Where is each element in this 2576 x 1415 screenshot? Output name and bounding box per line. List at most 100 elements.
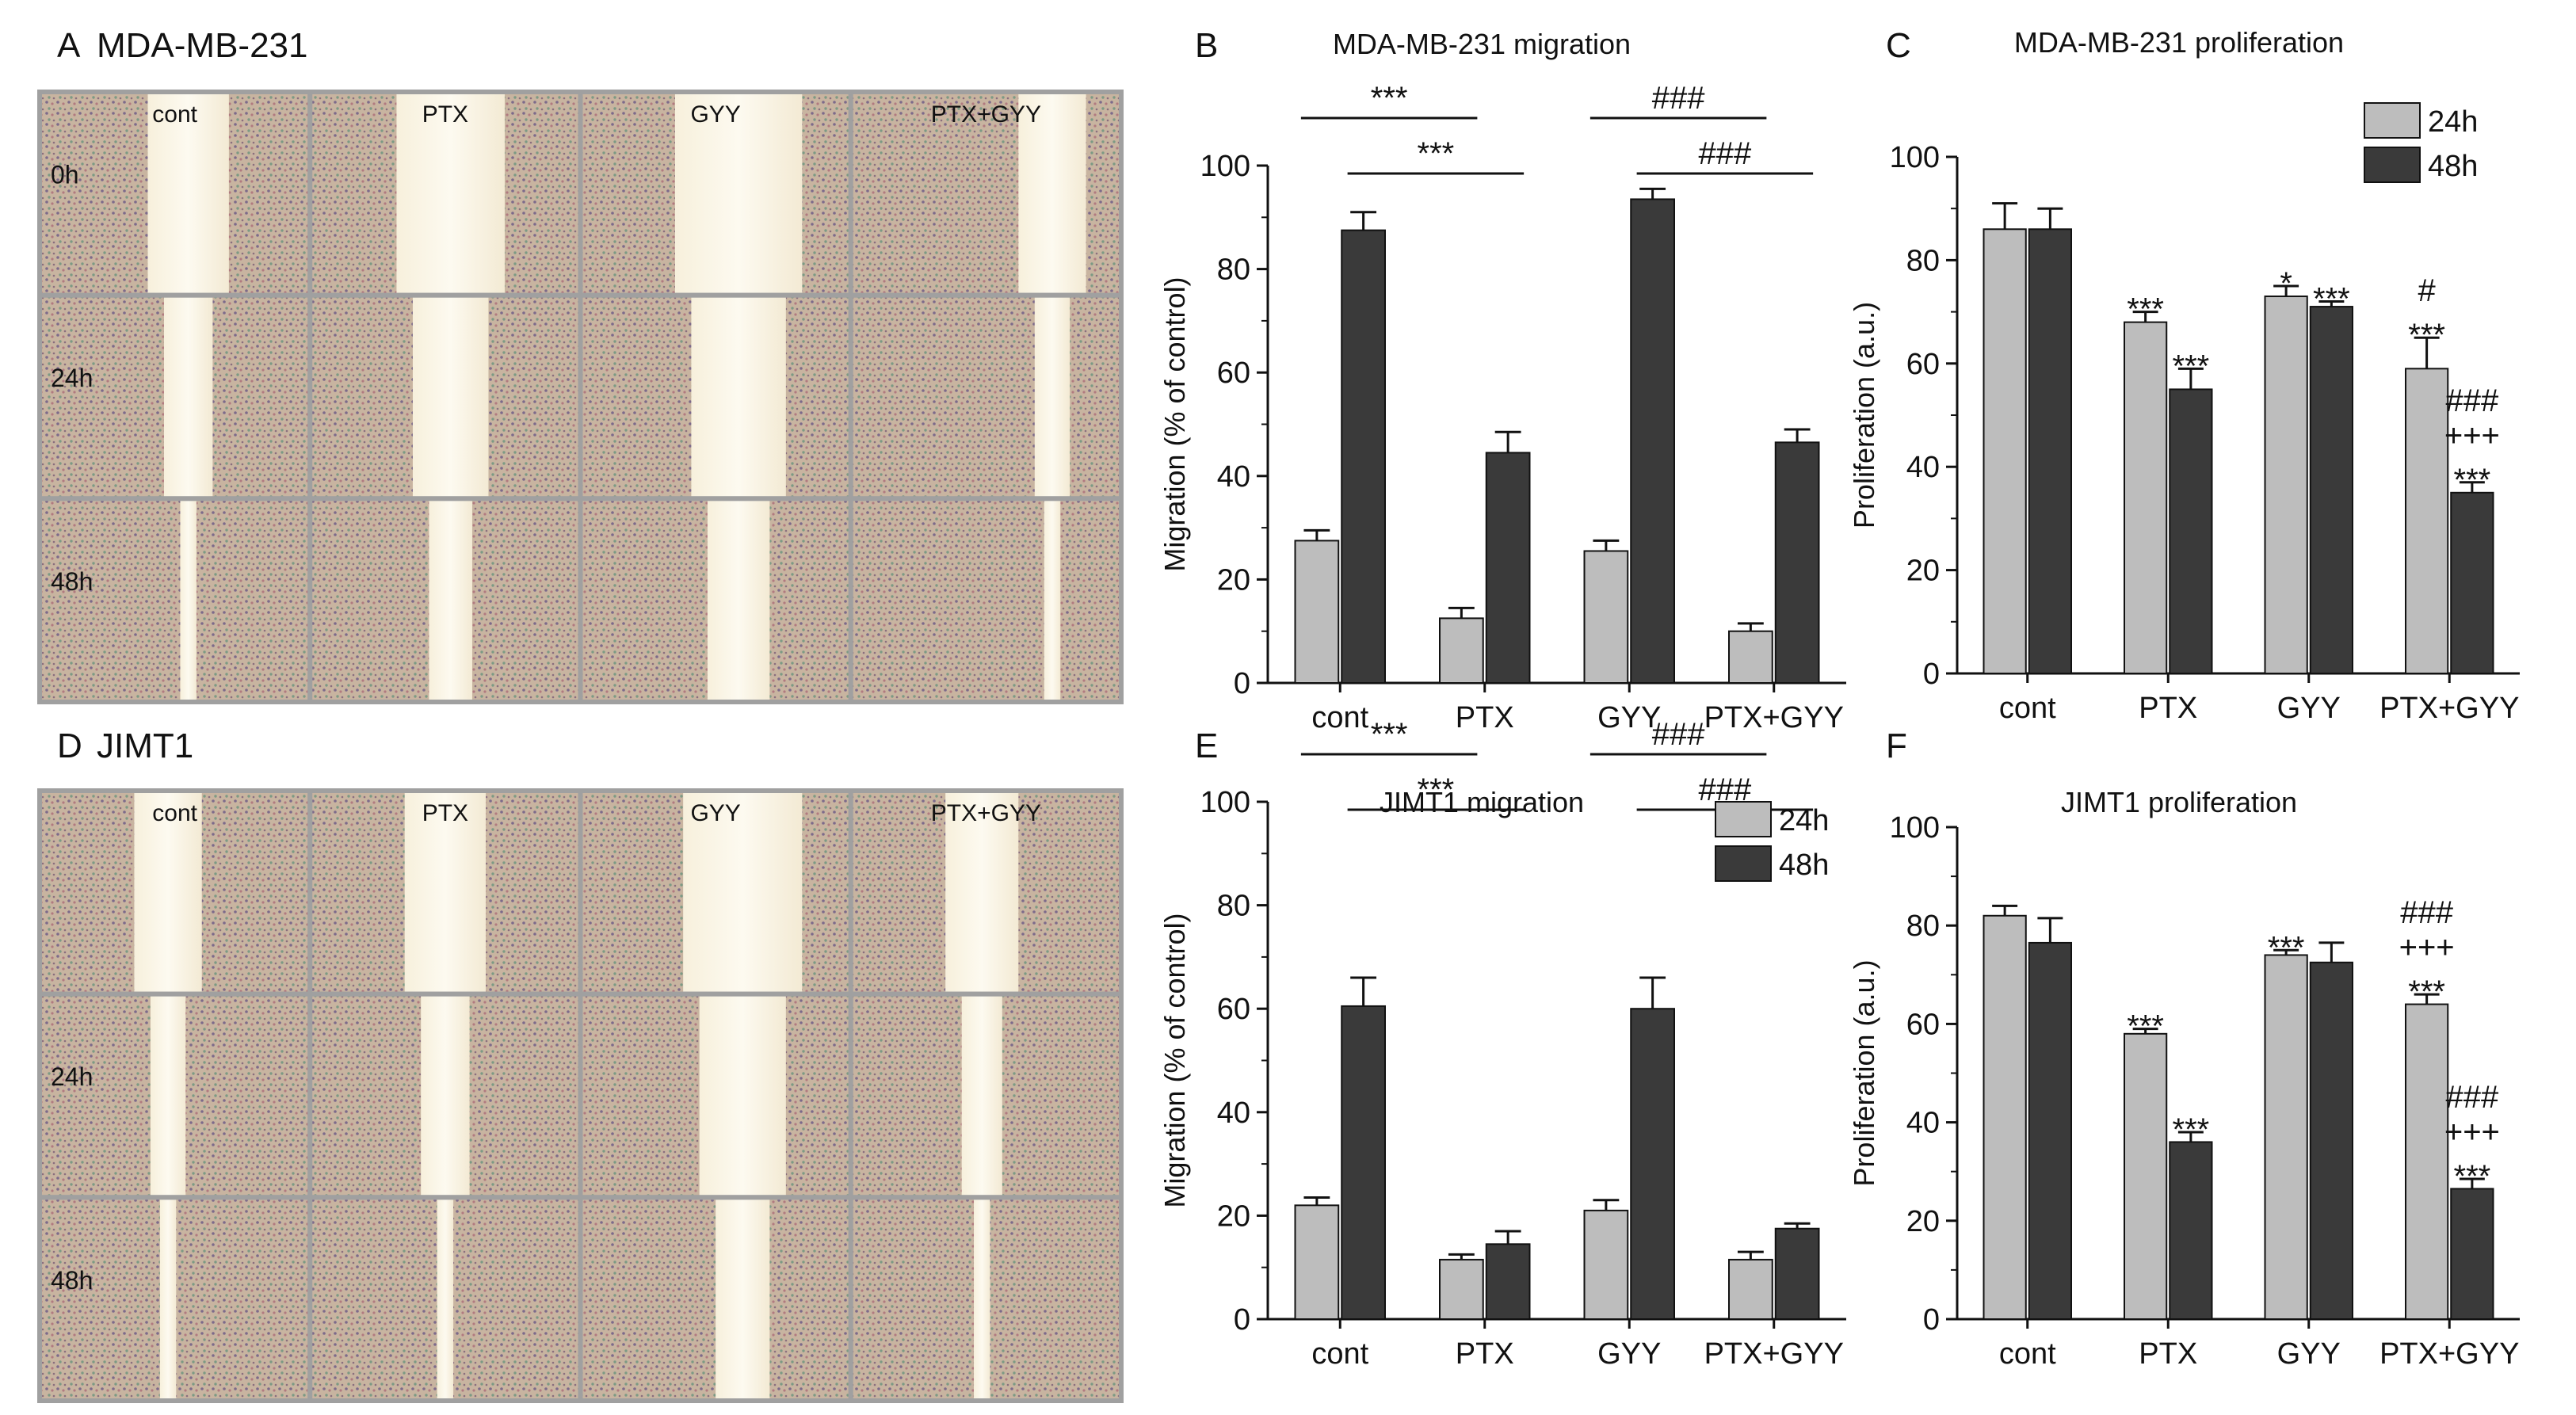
scratch-gap	[147, 92, 229, 296]
x-tick-label: cont	[1999, 1337, 2056, 1371]
bar-significance-label: ***	[2173, 1112, 2210, 1147]
grid-column-label: PTX	[422, 101, 468, 128]
chart-e: JIMT1 migration 0 20 40 60 80 100 Migration (% …	[1158, 717, 1846, 1371]
scratch-gap	[421, 994, 470, 1198]
micrograph-cell	[307, 991, 583, 1200]
micrograph-cell	[578, 991, 853, 1200]
y-axis-label: Proliferation (a.u.)	[1848, 959, 1880, 1186]
micrograph-cell	[848, 1195, 1124, 1404]
y-tick-label: 80	[1217, 254, 1250, 287]
x-tick-label: PTX+GYY	[2379, 1337, 2519, 1371]
bar	[1983, 228, 2027, 674]
scratch-gap	[716, 1197, 770, 1401]
scratch-gap	[1018, 92, 1086, 296]
micrograph-cell	[307, 788, 583, 997]
micrograph-cell	[578, 496, 853, 704]
y-tick-label: 80	[1217, 890, 1250, 923]
scratch-gap	[412, 295, 489, 499]
legend-label: 48h	[1779, 849, 1829, 882]
bar	[1983, 914, 2027, 1321]
bar	[2264, 954, 2308, 1320]
bar-significance-label: ***	[2454, 1159, 2491, 1194]
scratch-gap	[707, 498, 770, 702]
micrograph-cell	[307, 496, 583, 704]
bar	[2028, 941, 2072, 1321]
bar	[1439, 1258, 1484, 1321]
legend-label: 48h	[2428, 150, 2478, 183]
x-tick-label: PTX+GYY	[2379, 692, 2519, 725]
x-tick-label: PTX+GYY	[1704, 1337, 1844, 1371]
y-tick-label: 60	[1217, 993, 1250, 1026]
scratch-gap	[180, 498, 197, 702]
micrograph-grid-d: cont PTX GYY PTX+GYY 24h 48h	[37, 788, 1124, 1404]
bar-significance-label: ###	[2400, 895, 2453, 930]
y-tick-label: 20	[1217, 1200, 1250, 1233]
micrograph-border	[848, 496, 1124, 704]
bar-significance-label: ###	[2446, 1080, 2499, 1115]
y-tick-label: 60	[1906, 1008, 1940, 1041]
y-tick-label: 0	[1234, 1303, 1250, 1337]
legend-swatch	[2364, 147, 2421, 183]
bar	[2405, 368, 2449, 674]
micrograph-cell	[37, 788, 313, 997]
scratch-gap	[699, 994, 786, 1198]
y-tick-label: 100	[1890, 811, 1940, 845]
scratch-gap	[683, 791, 803, 994]
micrograph-tissue	[850, 295, 1121, 499]
y-tick-label: 40	[1906, 451, 1940, 484]
y-tick-label: 80	[1906, 910, 1940, 943]
scratch-gap	[163, 295, 213, 499]
bar	[1485, 1243, 1531, 1320]
x-tick-label: GYY	[1597, 701, 1661, 734]
grid-column-label: cont	[152, 800, 197, 826]
grid-column-label: PTX+GYY	[931, 800, 1041, 826]
panel-d-label: D	[57, 727, 82, 765]
bar	[2264, 296, 2308, 674]
bar-significance-label: ***	[2173, 349, 2210, 383]
y-tick-label: 20	[1217, 563, 1250, 597]
bar	[2169, 1141, 2213, 1320]
scratch-gap	[150, 994, 186, 1198]
y-tick-label: 40	[1217, 1097, 1250, 1130]
bar	[2309, 961, 2353, 1321]
scratch-gap	[961, 994, 1002, 1198]
bar	[1774, 1227, 1820, 1320]
y-tick-label: 40	[1217, 460, 1250, 494]
chart-c: MDA-MB-231 proliferation 0 20 40 60 80 100 Prol…	[1848, 26, 2520, 725]
bar	[1439, 617, 1484, 684]
bar	[2405, 1003, 2449, 1321]
legend-label: 24h	[2428, 105, 2478, 139]
y-tick-label: 0	[1923, 658, 1940, 691]
y-tick-label: 80	[1906, 244, 1940, 277]
x-tick-label: GYY	[2277, 1337, 2341, 1371]
micrograph-cell	[578, 1195, 853, 1404]
scratch-gap	[396, 92, 505, 296]
scratch-gap	[404, 791, 487, 994]
bar-significance-label: ***	[2408, 318, 2445, 353]
grid-column-label: PTX+GYY	[931, 101, 1041, 128]
grid-column-label: cont	[152, 101, 197, 128]
panel-f-label: F	[1886, 727, 1907, 765]
bar-significance-label: ***	[2127, 292, 2164, 327]
bar-significance-label: +++	[2444, 1115, 2500, 1150]
grid-row-label: 0h	[51, 161, 79, 189]
panel-a-title: MDA-MB-231	[97, 26, 308, 65]
grid-column-label: GYY	[690, 800, 740, 826]
grid-row-label: 24h	[51, 1062, 93, 1091]
micrograph-cell	[37, 496, 313, 704]
bar-significance-label: ###	[2446, 383, 2499, 418]
x-tick-label: cont	[1311, 1337, 1368, 1371]
panel-d-title: JIMT1	[97, 727, 193, 765]
chart-title: JIMT1 migration	[1380, 786, 1584, 818]
x-tick-label: cont	[1999, 692, 2056, 725]
bar	[1341, 1005, 1386, 1321]
bar-significance-label: +++	[2444, 418, 2500, 453]
bar-significance-label: +++	[2399, 930, 2455, 965]
chart-f: JIMT1 proliferation 0 20 40 60 80 100 Prolifera…	[1848, 786, 2520, 1371]
panel-a-label: A	[57, 26, 81, 65]
bar-significance-label: ***	[2268, 930, 2305, 965]
significance-label: ***	[1371, 717, 1408, 752]
bar	[1341, 229, 1386, 684]
legend-swatch	[1715, 845, 1772, 882]
micrograph-cell	[848, 496, 1124, 704]
